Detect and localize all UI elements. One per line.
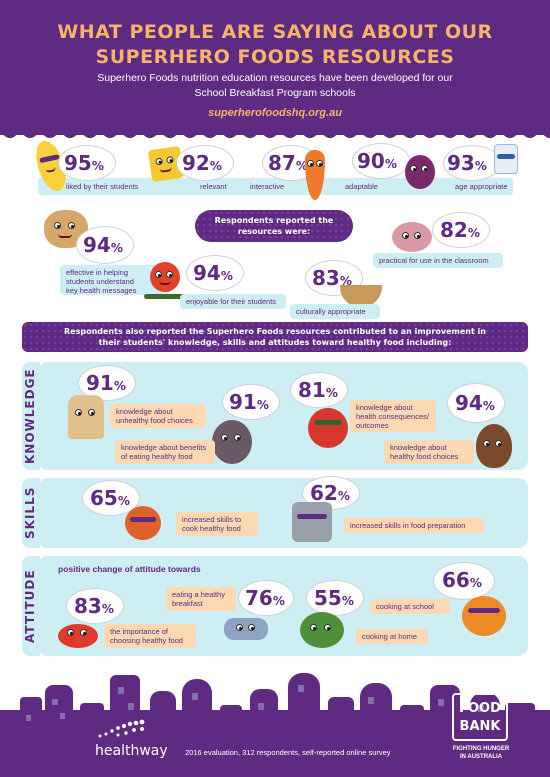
sardine-tin-superhero-icon — [224, 618, 268, 640]
stat-label-cooking-school: cooking at school — [370, 599, 450, 614]
stat-label-cooking-home: cooking at home — [356, 629, 428, 644]
beetroot-superhero-icon — [405, 155, 435, 189]
improvement-banner-line-1: Respondents also reported the Superhero … — [64, 327, 486, 336]
stat-value-unhealthy: 91% — [86, 371, 126, 395]
stat-label-cultural: culturally appropriate — [290, 304, 380, 319]
pumpkin-superhero-icon — [462, 596, 506, 636]
stat-label-interactive: interactive — [250, 182, 285, 191]
stat-label-relevant: relevant — [200, 182, 227, 191]
website-link[interactable]: superherofoodshq.org.au — [208, 107, 342, 119]
stat-label-adaptable: adaptable — [345, 182, 378, 191]
stat-label-consequences: knowledge about health consequences/ out… — [350, 400, 436, 432]
stat-value-enjoyable: 94% — [193, 261, 233, 285]
broccoli-superhero-icon — [300, 612, 344, 648]
carrot-superhero-icon — [305, 150, 325, 200]
page-title: WHAT PEOPLE ARE SAYING ABOUT OUR SUPERHE… — [0, 20, 550, 70]
chilli-superhero-icon — [308, 408, 348, 448]
stat-bubble-age-appropriate — [443, 145, 501, 181]
stat-label-breakfast: eating a healthy breakfast — [166, 587, 236, 611]
stat-value-age-appropriate: 93% — [447, 151, 487, 175]
stat-label-food-prep: increased skills in food preparation — [344, 518, 484, 533]
header: WHAT PEOPLE ARE SAYING ABOUT OUR SUPERHE… — [0, 0, 550, 135]
stat-bubble-practical — [432, 212, 490, 248]
stat-label-importance: the importance of choosing healthy food — [104, 624, 196, 648]
survey-footnote: 2016 evaluation, 312 respondents, self-r… — [185, 748, 391, 757]
stat-bubble-liked — [58, 145, 116, 181]
title-line-2: SUPERHERO FOODS RESOURCES — [95, 46, 455, 68]
foodbank-tagline: FIGHTING HUNGER IN AUSTRALIA — [452, 746, 510, 760]
toaster-superhero-icon — [292, 502, 332, 542]
brain-reading-superhero-icon — [392, 222, 432, 252]
footer-skyline — [0, 673, 550, 777]
top-stats-strip — [38, 178, 513, 195]
stat-value-cooking-school: 66% — [442, 568, 482, 592]
knowledge-section-label: KNOWLEDGE — [23, 368, 37, 464]
attitude-heading: positive change of attitude towards — [58, 564, 201, 574]
attitude-section-label: ATTITUDE — [23, 569, 37, 643]
stat-value-cook-skills: 65% — [90, 486, 130, 510]
skills-section-label: SKILLS — [23, 486, 37, 540]
stat-value-food-prep: 62% — [310, 481, 350, 505]
header-scallop — [2, 128, 550, 138]
healthway-dots-icon — [98, 719, 145, 738]
stat-bubble-breakfast — [238, 580, 294, 616]
improvement-banner: Respondents also reported the Superhero … — [22, 322, 528, 352]
stat-bubble-importance — [66, 588, 124, 624]
stat-value-consequences: 81% — [298, 378, 338, 402]
apple-superhero-icon — [125, 506, 161, 540]
stat-value-benefits: 91% — [229, 390, 269, 414]
stat-value-interactive: 87% — [268, 151, 308, 175]
potato-superhero-icon — [212, 420, 252, 464]
stat-bubble-relevant — [176, 145, 234, 181]
improvement-banner-line-2: their students' knowledge, skills and at… — [98, 338, 452, 347]
title-line-1: WHAT PEOPLE ARE SAYING ABOUT OUR — [57, 21, 493, 43]
stat-label-liked: liked by their students — [66, 182, 139, 191]
toast-superhero-icon — [68, 395, 104, 439]
stat-value-practical: 82% — [440, 218, 480, 242]
crab-superhero-icon — [58, 624, 98, 648]
respondents-banner-line-1: Respondents reported the — [214, 216, 334, 225]
healthway-logo: healthway — [95, 743, 168, 759]
stat-bubble-cooking-school — [433, 562, 495, 600]
stat-value-liked: 95% — [64, 151, 104, 175]
stat-bubble-enjoyable — [186, 255, 244, 291]
subtitle: Superhero Foods nutrition education reso… — [60, 71, 490, 101]
milk-superhero-icon — [494, 144, 518, 174]
stat-value-cultural: 83% — [312, 266, 352, 290]
foodbank-logo: FOOD BANK — [452, 693, 508, 741]
stat-value-healthy-choices: 94% — [455, 391, 495, 415]
noodle-bowl-superhero-icon — [340, 285, 382, 307]
subtitle-line-1: Superhero Foods nutrition education reso… — [97, 72, 453, 84]
skateboard-icon — [144, 294, 186, 299]
stat-label-unhealthy: knowledge about unhealthy food choices — [110, 404, 206, 428]
respondents-banner-line-2: resources were: — [237, 227, 311, 236]
stat-label-healthy-choices: knowledge about healthy food choices — [384, 440, 474, 464]
stat-value-cooking-home: 55% — [314, 586, 354, 610]
stat-value-importance: 83% — [74, 594, 114, 618]
stat-value-breakfast: 76% — [245, 586, 285, 610]
attitude-tab — [22, 556, 40, 656]
stat-value-adaptable: 90% — [357, 149, 397, 173]
avocado-superhero-icon — [476, 424, 512, 468]
stat-bubble-effective — [76, 226, 134, 264]
stat-label-cook-skills: increased skills to cook healthy food — [176, 512, 258, 536]
stat-label-practical: practical for use in the classroom — [373, 253, 503, 268]
stat-bubble-healthy-choices — [447, 383, 505, 423]
stat-bubble-cooking-home — [306, 580, 364, 616]
knowledge-tab — [22, 362, 40, 470]
stat-label-benefits: knowledge about benefits of eating healt… — [115, 440, 215, 464]
stat-bubble-adaptable — [352, 143, 410, 179]
bread-superhero-icon — [44, 210, 88, 248]
stat-label-age-appropriate: age appropriate — [455, 182, 508, 191]
stat-value-effective: 94% — [83, 233, 123, 257]
stat-bubble-benefits — [222, 384, 280, 420]
respondents-banner: Respondents reported the resources were: — [195, 210, 353, 242]
skills-tab — [22, 478, 40, 548]
stat-label-enjoyable: enjoyable for their students — [180, 294, 286, 309]
stat-bubble-consequences — [290, 372, 348, 408]
tomato-skateboard-superhero-icon — [150, 262, 180, 292]
stat-value-relevant: 92% — [182, 151, 222, 175]
subtitle-line-2: School Breakfast Program schools — [194, 87, 356, 99]
